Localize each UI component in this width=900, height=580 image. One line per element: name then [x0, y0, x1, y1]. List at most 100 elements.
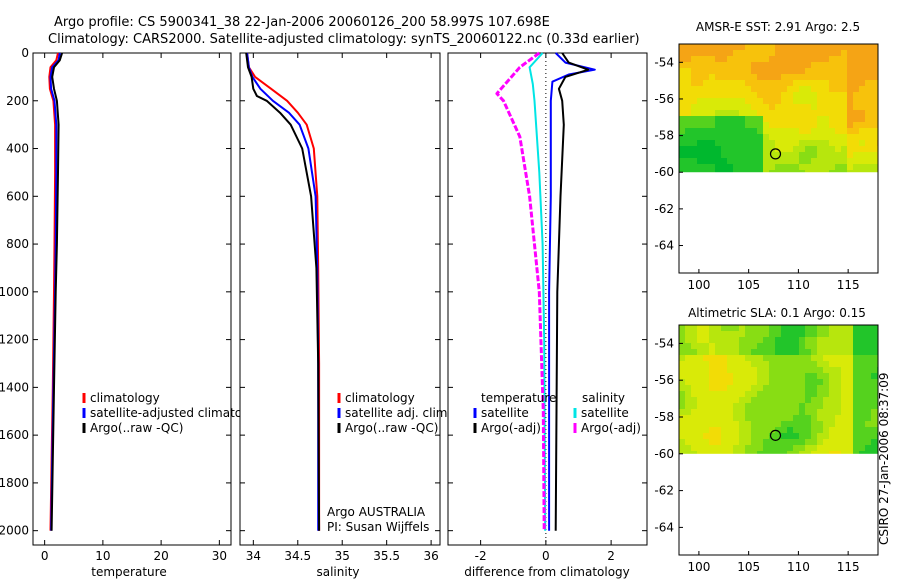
sst-map-cell: [853, 50, 859, 56]
sla-map-cell: [703, 349, 709, 355]
sst-map-cell: [745, 146, 751, 152]
sst-map-cell: [751, 140, 757, 146]
sst-map-cell: [811, 140, 817, 146]
sst-map-cell: [745, 164, 751, 170]
sla-map-cell: [697, 373, 703, 379]
sst-map-cell: [847, 74, 853, 80]
sla-map-cell: [841, 415, 847, 421]
sst-map-cell: [805, 170, 811, 173]
sst-map-ytick-label: -58: [654, 129, 674, 143]
sla-map-cell: [721, 349, 727, 355]
sst-map-cell: [703, 164, 709, 170]
sla-map-cell: [823, 325, 829, 331]
sst-map-cell: [685, 170, 691, 173]
sla-map-cell: [805, 439, 811, 445]
sst-map-cell: [793, 116, 799, 122]
sst-map-cell: [811, 134, 817, 140]
sla-map-cell: [865, 433, 871, 439]
sla-map-cell: [685, 397, 691, 403]
sla-map-cell: [733, 439, 739, 445]
sst-map-cell: [751, 104, 757, 110]
sst-map-cell: [757, 104, 763, 110]
sst-map-cell: [757, 116, 763, 122]
sst-map-cell: [811, 50, 817, 56]
sst-map-cell: [847, 80, 853, 86]
sst-map-cell: [811, 80, 817, 86]
sla-map-cell: [853, 391, 859, 397]
sla-map-cell: [799, 361, 805, 367]
sst-map-cell: [727, 86, 733, 92]
sla-map-cell: [835, 337, 841, 343]
sst-map-cell: [841, 146, 847, 152]
sst-map-cell: [751, 128, 757, 134]
sst-map-cell: [721, 116, 727, 122]
sst-map-cell: [763, 146, 769, 152]
sla-map-cell: [853, 427, 859, 433]
sst-map-cell: [733, 170, 739, 173]
sla-map-cell: [751, 427, 757, 433]
sla-map-cell: [763, 427, 769, 433]
sst-map-cell: [847, 128, 853, 134]
sst-map-cell: [847, 98, 853, 104]
sst-map-cell: [721, 80, 727, 86]
sst-map-cell: [775, 68, 781, 74]
sla-map-cell: [709, 379, 715, 385]
sla-map-cell: [853, 433, 859, 439]
sst-map-cell: [811, 104, 817, 110]
sla-map-cell: [781, 391, 787, 397]
sst-map-cell: [787, 56, 793, 62]
sla-map-cell: [793, 355, 799, 361]
sst-map-cell: [787, 128, 793, 134]
sla-map-cell: [793, 427, 799, 433]
sst-map-cell: [715, 128, 721, 134]
sla-map-cell: [763, 421, 769, 427]
sla-map-xtick-label: 100: [687, 560, 710, 574]
sst-map-cell: [835, 116, 841, 122]
sst-map-cell: [739, 80, 745, 86]
temperature-frame: [32, 52, 232, 546]
salinity-xtick-label: 35: [335, 549, 350, 563]
sla-map-cell: [775, 415, 781, 421]
sla-map-cell: [709, 451, 715, 454]
sst-map-cell: [727, 110, 733, 116]
sst-map-cell: [679, 80, 685, 86]
sst-map-cell: [781, 44, 787, 50]
sla-map-cell: [859, 451, 865, 454]
sla-map-cell: [739, 355, 745, 361]
sst-map-cell: [847, 140, 853, 146]
sla-map-cell: [739, 433, 745, 439]
sla-map-cell: [847, 397, 853, 403]
sla-map-cell: [727, 409, 733, 415]
sst-map-cell: [691, 56, 697, 62]
sla-map-cell: [811, 373, 817, 379]
sst-map-cell: [757, 98, 763, 104]
sst-map-cell: [745, 116, 751, 122]
sla-map-cell: [769, 433, 775, 439]
temperature-ytick-label: 400: [6, 142, 29, 156]
sla-map-cell: [865, 415, 871, 421]
sla-map-cell: [781, 445, 787, 451]
sst-map-cell: [745, 122, 751, 128]
sst-map-cell: [757, 134, 763, 140]
sst-map-cell: [745, 128, 751, 134]
temperature-ytick-label: 1400: [0, 380, 29, 394]
sst-map-cell: [745, 152, 751, 158]
sla-map-cell: [757, 391, 763, 397]
sla-map-cell: [841, 409, 847, 415]
sst-map-cell: [847, 116, 853, 122]
sst-map-cell: [739, 158, 745, 164]
sst-map-cell: [859, 134, 865, 140]
sla-map-cell: [685, 385, 691, 391]
sla-map-cell: [763, 409, 769, 415]
sla-map-cell: [841, 331, 847, 337]
sla-map-cell: [685, 451, 691, 454]
sla-map-cell: [727, 427, 733, 433]
sst-map-cell: [799, 104, 805, 110]
sla-map-cell: [793, 451, 799, 454]
sla-map-cell: [847, 409, 853, 415]
sst-map-cell: [757, 146, 763, 152]
sst-map-cell: [769, 146, 775, 152]
sla-map-cell: [763, 361, 769, 367]
sla-map-cell: [781, 361, 787, 367]
salinity-legend-label: satellite adj. clim.: [345, 406, 451, 420]
